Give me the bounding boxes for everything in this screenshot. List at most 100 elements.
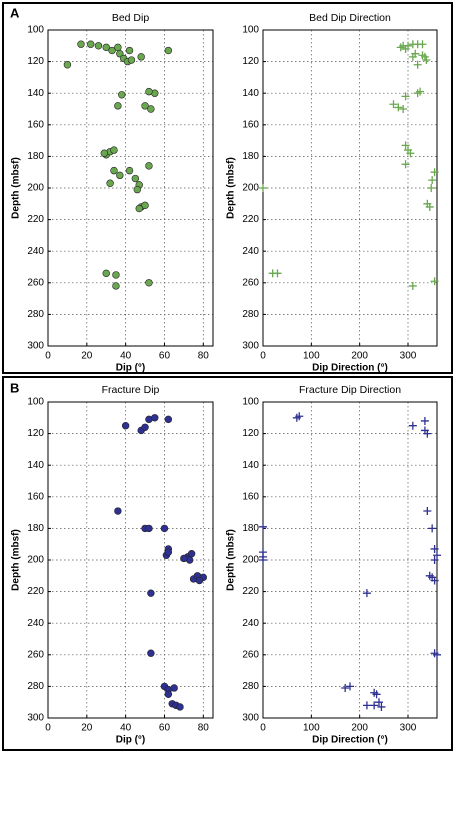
y-tick-label: 220: [27, 586, 44, 597]
y-tick-label: 260: [27, 277, 44, 288]
point: [430, 576, 439, 585]
x-tick-label: 40: [120, 351, 132, 362]
x-tick-label: 20: [81, 351, 93, 362]
point: [430, 544, 439, 553]
point: [141, 423, 149, 431]
plot-frame: [47, 401, 214, 719]
point: [394, 103, 403, 112]
y-tick-label: 220: [27, 214, 44, 225]
y-tick-label: 220: [242, 586, 259, 597]
y-tick-label: 260: [27, 649, 44, 660]
x-axis-label: Dip Direction (°): [312, 735, 388, 746]
y-tick-label: 220: [242, 214, 259, 225]
point: [408, 421, 417, 430]
point: [102, 43, 110, 52]
y-tick-label: 120: [242, 428, 259, 439]
x-tick-label: 0: [260, 351, 266, 362]
point: [114, 102, 122, 110]
point: [430, 556, 439, 564]
point: [259, 522, 267, 531]
x-tick-label: 300: [400, 351, 417, 362]
y-axis-label: Depth (mbsf): [226, 157, 237, 219]
point: [295, 412, 304, 421]
point: [110, 166, 118, 175]
point: [420, 416, 429, 425]
x-axis-label: Dip (°): [116, 363, 146, 374]
point: [133, 185, 141, 194]
point: [259, 184, 267, 192]
x-tick-label: 0: [260, 723, 266, 734]
point: [77, 40, 85, 48]
point: [145, 524, 153, 533]
panel-frame: [2, 376, 453, 751]
x-tick-label: 40: [120, 723, 132, 734]
y-tick-label: 160: [242, 119, 259, 130]
point: [147, 105, 155, 113]
point: [125, 46, 134, 55]
point: [401, 141, 410, 150]
y-tick-label: 120: [27, 56, 44, 67]
y-tick-label: 140: [242, 88, 259, 99]
point: [176, 703, 184, 711]
x-tick-label: 80: [198, 723, 210, 734]
point: [401, 92, 410, 101]
point: [362, 589, 371, 598]
point: [401, 160, 410, 169]
chart-title: Bed Dip Direction: [309, 12, 391, 24]
y-tick-label: 260: [242, 649, 259, 660]
y-tick-label: 300: [242, 713, 259, 724]
y-tick-label: 140: [27, 88, 44, 99]
x-tick-label: 300: [400, 723, 417, 734]
point: [372, 690, 381, 699]
x-axis-label: Dip Direction (°): [312, 363, 388, 374]
point: [118, 91, 126, 99]
point: [164, 415, 173, 424]
panel-label: A: [10, 5, 20, 20]
point: [112, 282, 120, 290]
point: [370, 701, 379, 710]
point: [428, 176, 437, 185]
point: [425, 202, 434, 211]
point: [141, 102, 149, 110]
point: [195, 576, 204, 585]
x-tick-label: 20: [81, 723, 93, 734]
point: [63, 61, 72, 69]
y-tick-label: 240: [27, 246, 44, 257]
x-tick-label: 0: [45, 723, 51, 734]
y-tick-label: 280: [242, 681, 259, 692]
y-tick-label: 100: [27, 25, 44, 36]
y-tick-label: 100: [242, 397, 259, 408]
point: [145, 87, 153, 96]
point: [114, 507, 122, 515]
panel-label: B: [10, 380, 19, 395]
point: [341, 683, 350, 692]
x-tick-label: 60: [159, 351, 171, 362]
y-tick-label: 200: [242, 183, 259, 194]
point: [408, 52, 417, 61]
y-tick-label: 180: [27, 523, 44, 534]
point: [430, 168, 439, 177]
y-tick-label: 240: [242, 246, 259, 257]
point: [127, 56, 136, 64]
y-tick-label: 100: [242, 25, 259, 36]
point: [135, 204, 143, 213]
y-axis-label: Depth (mbsf): [11, 157, 22, 219]
point: [377, 702, 386, 711]
chart-title: Bed Dip: [112, 12, 150, 24]
x-tick-label: 200: [351, 351, 368, 362]
x-tick-label: 100: [303, 723, 320, 734]
y-tick-label: 300: [27, 713, 44, 724]
point: [160, 524, 169, 533]
point: [145, 162, 153, 170]
x-axis-label: Dip (°): [116, 735, 146, 746]
point: [116, 171, 124, 180]
point: [164, 46, 173, 55]
x-tick-label: 100: [303, 351, 320, 362]
point: [141, 201, 149, 210]
y-tick-label: 200: [27, 555, 44, 566]
y-tick-label: 300: [242, 341, 259, 352]
y-tick-label: 280: [27, 309, 44, 320]
point: [362, 701, 371, 710]
y-tick-label: 180: [242, 523, 259, 534]
